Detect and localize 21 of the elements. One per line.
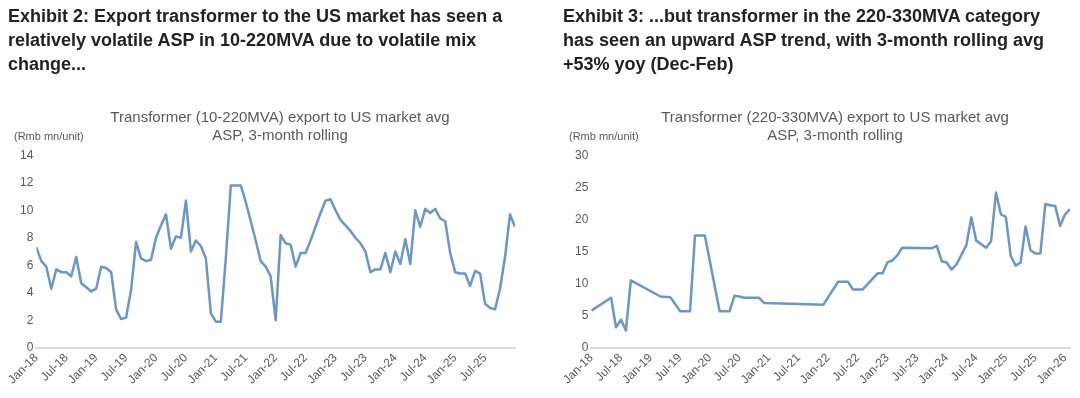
chart-subtitle: Transformer (10-220MVA) export to US market avg ASP, 3-month rolling	[109, 108, 451, 144]
chart-title: Exhibit 2: Export transformer to the US market has seen a relatively volatile ASP in 10-220MVA due to volatile mix change...	[8, 5, 504, 76]
y-axis-title: (Rmb mn/unit)	[569, 130, 639, 142]
y-tick-label: 2	[26, 312, 34, 327]
y-tick-label: 30	[574, 147, 589, 162]
y-tick-label: 10	[19, 202, 34, 217]
y-tick-label: 4	[26, 285, 34, 300]
y-tick-label: 5	[581, 308, 589, 323]
y-axis-title: (Rmb mn/unit)	[14, 130, 84, 142]
y-tick-label: 20	[574, 211, 589, 226]
y-tick-label: 15	[574, 243, 589, 258]
y-tick-label: 6	[26, 257, 34, 272]
y-tick-label: 25	[574, 179, 589, 194]
y-tick-label: 10	[574, 275, 589, 290]
chart-subtitle: Transformer (220-330MVA) export to US market avg ASP, 3-month rolling	[660, 108, 1010, 144]
chart-title: Exhibit 3: ...but transformer in the 220-330MVA category has seen an upward ASP trend, with 3-month rolling avg +53% yoy (Dec-Feb)	[563, 5, 1046, 76]
y-tick-label: 0	[581, 340, 589, 355]
y-tick-label: 0	[26, 340, 34, 355]
y-tick-label: 8	[26, 230, 34, 245]
y-tick-label: 12	[19, 175, 34, 190]
y-tick-label: 14	[19, 147, 34, 162]
